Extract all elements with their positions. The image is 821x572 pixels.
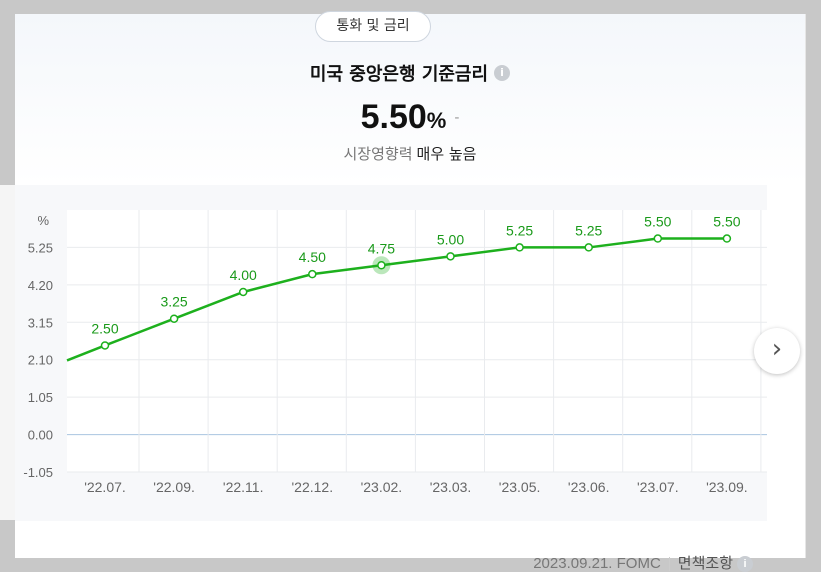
disclaimer-link[interactable]: 면책조항 (677, 555, 733, 572)
y-tick-label: 2.10 (28, 353, 53, 368)
impact-label: 시장영향력 (343, 145, 413, 163)
indicator-value: 5.50 (360, 98, 427, 136)
market-impact: 시장영향력 매우 높음 (15, 143, 805, 164)
data-label: 5.50 (713, 214, 740, 230)
next-chevron-icon[interactable]: › (754, 328, 800, 374)
x-tick-label: '23.03. (430, 479, 472, 495)
indicator-title-row: 미국 중앙은행 기준금리 i (15, 60, 805, 86)
data-label: 4.75 (368, 240, 395, 256)
y-tick-label: 1.05 (28, 390, 53, 405)
category-tag[interactable]: 통화 및 금리 (315, 11, 431, 42)
data-label: 2.50 (91, 320, 118, 336)
data-point (100, 341, 110, 350)
indicator-title: 미국 중앙은행 기준금리 (309, 64, 489, 85)
x-tick-label: '23.09. (706, 479, 748, 495)
y-tick-label: 5.25 (28, 240, 53, 255)
data-point (722, 234, 732, 243)
indicator-value-row: 5.50% - (15, 98, 805, 137)
data-point (169, 314, 179, 323)
indicator-change: - (454, 110, 460, 126)
plot-background (67, 210, 767, 472)
left-page-edge (0, 185, 15, 520)
x-tick-label: '22.07. (84, 479, 126, 495)
x-tick-label: '23.06. (568, 479, 610, 495)
data-point (446, 252, 455, 261)
x-tick-label: '23.05. (499, 479, 541, 495)
impact-value: 매우 높음 (416, 145, 477, 163)
chart-area: 5.25 4.20 3.15 2.10 1.05 0.00 -1.05% '22.07. '22… (15, 185, 767, 521)
disclaimer-info-icon[interactable]: i (737, 556, 753, 572)
data-label: 5.50 (644, 214, 671, 230)
y-axis-unit: % (37, 213, 49, 228)
data-point (515, 243, 524, 252)
data-label: 4.50 (299, 249, 326, 265)
indicator-unit: % (426, 108, 447, 133)
data-label: 5.00 (437, 231, 464, 247)
data-point (308, 269, 317, 279)
x-tick-label: '22.11. (223, 479, 264, 495)
y-tick-label: 0.00 (28, 428, 53, 443)
data-point (653, 234, 663, 243)
x-tick-label: '23.02. (361, 479, 403, 495)
y-tick-label: -1.05 (23, 465, 53, 480)
data-label: 3.25 (160, 294, 187, 310)
footer: 2023.09.21. FOMC 면책조항 i (533, 552, 753, 572)
y-tick-label: 3.15 (28, 315, 53, 330)
rate-line-chart: 5.25 4.20 3.15 2.10 1.05 0.00 -1.05% '22.07. '22… (23, 210, 767, 495)
data-point (238, 287, 248, 297)
info-icon[interactable]: i (494, 65, 511, 81)
data-label: 4.00 (230, 267, 257, 283)
data-label: 5.25 (575, 222, 602, 238)
y-tick-label: 4.20 (28, 278, 53, 293)
header-background (15, 14, 805, 184)
x-tick-label: '22.09. (153, 479, 195, 495)
footer-divider (668, 557, 670, 572)
indicator-card: 통화 및 금리 미국 중앙은행 기준금리 i 5.50% - 시장영향력 매우 높음 … (15, 11, 806, 572)
x-tick-label: '22.12. (291, 479, 333, 495)
data-point (377, 261, 386, 270)
x-tick-label: '23.07. (637, 479, 679, 495)
footer-date-source: 2023.09.21. FOMC (533, 555, 661, 572)
data-label: 5.25 (506, 222, 533, 238)
data-point (584, 243, 593, 252)
